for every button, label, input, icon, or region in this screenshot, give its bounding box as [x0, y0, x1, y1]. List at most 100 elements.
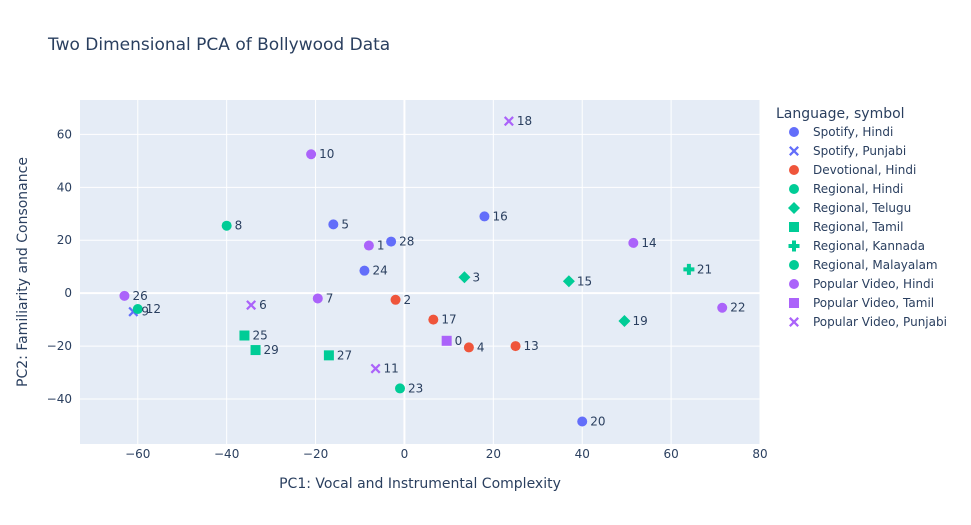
point-label: 24	[372, 264, 387, 278]
legend-item[interactable]: Spotify, Punjabi	[789, 144, 906, 158]
legend-marker	[789, 260, 799, 270]
y-tick-label: −20	[47, 339, 72, 353]
legend-item[interactable]: Regional, Telugu	[788, 201, 911, 215]
data-point	[458, 271, 471, 284]
legend-marker	[789, 127, 799, 137]
legend-label: Regional, Telugu	[813, 201, 911, 215]
data-point	[363, 240, 374, 251]
legend-label: Spotify, Punjabi	[813, 144, 906, 158]
data-point	[221, 220, 232, 231]
legend-marker	[789, 317, 799, 327]
y-tick-label: −40	[47, 392, 72, 406]
legend-item[interactable]: Popular Video, Hindi	[789, 277, 934, 291]
point-label: 8	[235, 219, 243, 233]
point-label: 1	[377, 239, 385, 253]
legend-item[interactable]: Regional, Malayalam	[789, 258, 938, 272]
chart-title: Two Dimensional PCA of Bollywood Data	[47, 35, 390, 55]
legend-label: Popular Video, Punjabi	[813, 315, 947, 329]
point-label: 4	[477, 340, 485, 354]
x-tick-label: 0	[401, 447, 409, 461]
legend-item[interactable]: Popular Video, Punjabi	[789, 315, 947, 329]
point-label: 15	[577, 274, 592, 288]
legend-title: Language, symbol	[776, 106, 905, 122]
point-label: 27	[337, 348, 352, 362]
legend-label: Devotional, Hindi	[813, 163, 916, 177]
legend-label: Regional, Hindi	[813, 182, 903, 196]
data-point	[503, 116, 514, 127]
point-label: 25	[252, 329, 267, 343]
data-point	[250, 345, 261, 356]
legend-marker	[789, 222, 799, 232]
legend-label: Spotify, Hindi	[813, 125, 893, 139]
data-point	[618, 314, 631, 327]
data-point	[441, 335, 452, 346]
point-label: 12	[146, 302, 161, 316]
legend-label: Popular Video, Tamil	[813, 296, 934, 310]
data-point	[577, 416, 588, 427]
data-point	[628, 237, 639, 248]
point-label: 20	[590, 415, 605, 429]
legend-marker	[788, 240, 800, 252]
legend-marker	[789, 298, 799, 308]
point-label: 9	[141, 305, 149, 319]
legend-item[interactable]: Devotional, Hindi	[789, 163, 916, 177]
legend-marker	[789, 146, 799, 156]
data-point	[463, 342, 474, 353]
legend-marker	[789, 184, 799, 194]
data-point	[479, 211, 490, 222]
y-tick-labels: −40 −20 0 20 40 60	[47, 127, 72, 406]
y-tick-label: 60	[57, 127, 72, 141]
data-point	[683, 263, 695, 275]
legend-item[interactable]: Regional, Hindi	[789, 182, 903, 196]
data-point	[428, 314, 439, 325]
data-point	[510, 341, 521, 352]
x-tick-label: 20	[486, 447, 501, 461]
point-label: 23	[408, 381, 423, 395]
legend-item[interactable]: Regional, Kannada	[788, 239, 925, 253]
data-point	[359, 265, 370, 276]
data-point	[132, 304, 143, 315]
data-point	[119, 290, 130, 301]
data-point	[386, 236, 397, 247]
x-tick-label: 40	[575, 447, 590, 461]
x-tick-label: −20	[303, 447, 328, 461]
legend-marker	[789, 165, 799, 175]
legend-marker	[788, 202, 800, 214]
point-label: 22	[730, 301, 745, 315]
legend-label: Regional, Kannada	[813, 239, 925, 253]
point-label: 19	[632, 314, 647, 328]
y-axis-title: PC2: Familiarity and Consonance	[15, 157, 31, 387]
point-label: 18	[517, 114, 532, 128]
x-tick-label: 60	[663, 447, 678, 461]
gridlines	[80, 100, 761, 444]
point-label: 2	[404, 293, 412, 307]
legend[interactable]: Spotify, Hindi Spotify, Punjabi Devotional…	[788, 125, 947, 329]
data-point	[717, 302, 728, 313]
point-label: 17	[441, 313, 456, 327]
data-point	[390, 294, 401, 305]
point-label: 10	[319, 147, 334, 161]
plot-area	[80, 100, 760, 444]
y-tick-label: 20	[57, 233, 72, 247]
legend-marker	[789, 279, 799, 289]
legend-label: Regional, Malayalam	[813, 258, 938, 272]
data-points	[119, 116, 728, 427]
point-label: 29	[264, 343, 279, 357]
legend-item[interactable]: Popular Video, Tamil	[789, 296, 934, 310]
data-point	[246, 300, 257, 311]
legend-item[interactable]: Spotify, Hindi	[789, 125, 893, 139]
point-label: 5	[341, 217, 349, 231]
legend-item[interactable]: Regional, Tamil	[789, 220, 903, 234]
point-label: 3	[472, 270, 480, 284]
point-label: 7	[326, 291, 334, 305]
y-tick-label: 40	[57, 180, 72, 194]
data-point	[395, 383, 405, 394]
legend-label: Popular Video, Hindi	[813, 277, 934, 291]
point-label: 6	[259, 298, 267, 312]
point-label: 26	[132, 289, 147, 303]
point-label: 28	[399, 235, 414, 249]
x-axis-title: PC1: Vocal and Instrumental Complexity	[279, 476, 561, 492]
legend-label: Regional, Tamil	[813, 220, 903, 234]
